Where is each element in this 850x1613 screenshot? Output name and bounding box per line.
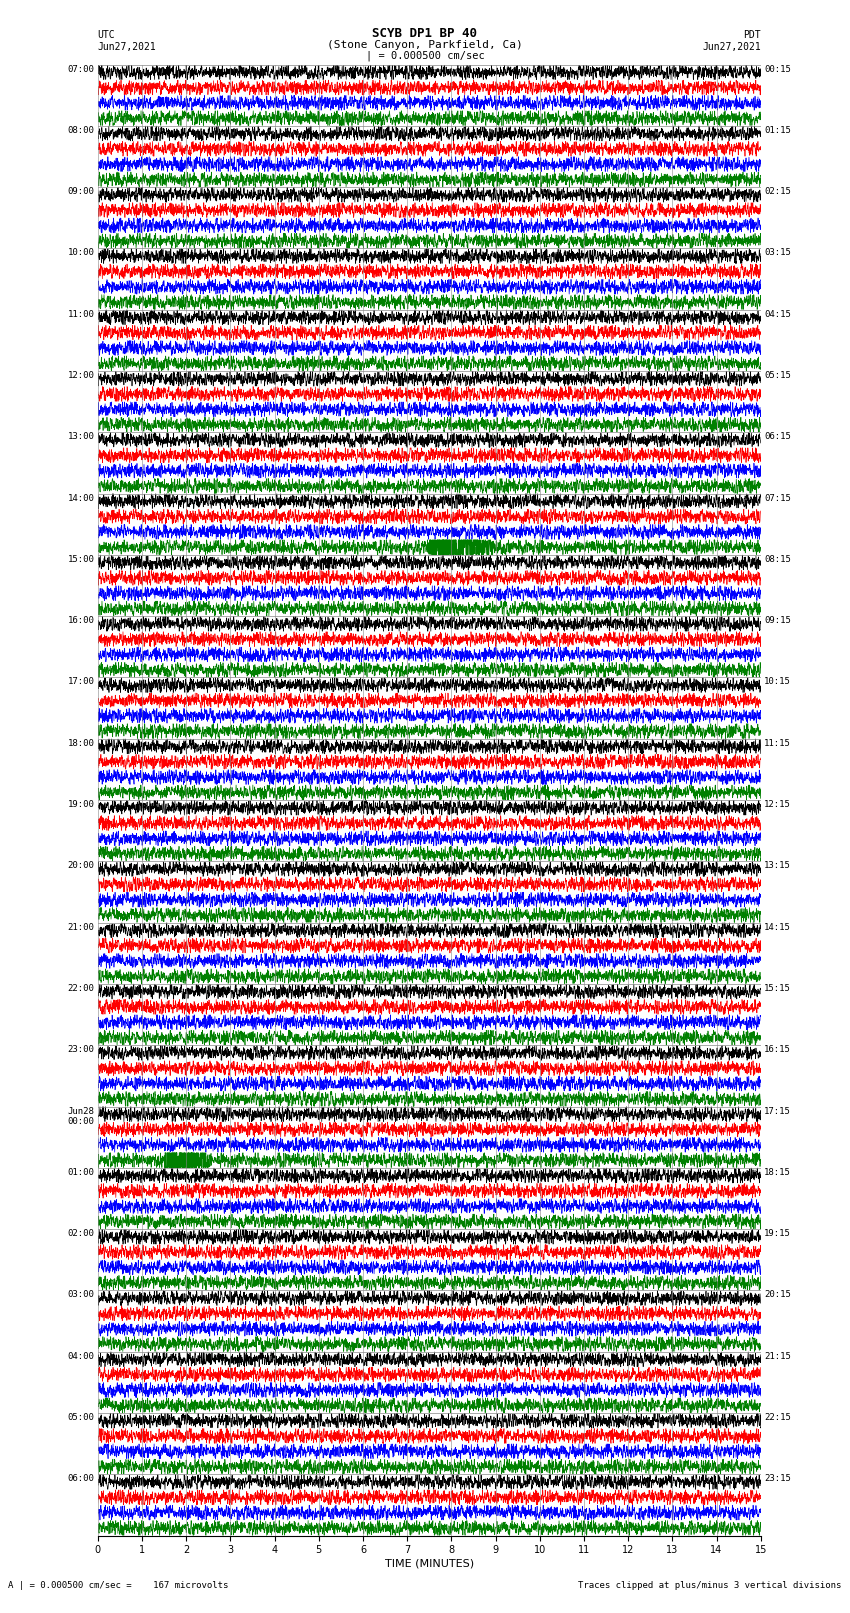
Text: 06:00: 06:00 <box>67 1474 94 1484</box>
Text: 22:00: 22:00 <box>67 984 94 994</box>
Text: 10:15: 10:15 <box>764 677 791 687</box>
Text: 07:15: 07:15 <box>764 494 791 503</box>
Text: 15:15: 15:15 <box>764 984 791 994</box>
Text: 03:00: 03:00 <box>67 1290 94 1300</box>
Text: 12:00: 12:00 <box>67 371 94 381</box>
Text: 16:15: 16:15 <box>764 1045 791 1055</box>
Text: 09:15: 09:15 <box>764 616 791 626</box>
Text: 17:15: 17:15 <box>764 1107 791 1116</box>
Text: 02:15: 02:15 <box>764 187 791 197</box>
Text: 08:00: 08:00 <box>67 126 94 135</box>
Text: 07:00: 07:00 <box>67 65 94 74</box>
Text: 13:00: 13:00 <box>67 432 94 442</box>
Text: 17:00: 17:00 <box>67 677 94 687</box>
Text: 11:00: 11:00 <box>67 310 94 319</box>
Text: 19:00: 19:00 <box>67 800 94 810</box>
Text: 01:00: 01:00 <box>67 1168 94 1177</box>
Text: 05:15: 05:15 <box>764 371 791 381</box>
Text: 08:15: 08:15 <box>764 555 791 565</box>
Text: 18:15: 18:15 <box>764 1168 791 1177</box>
Text: 20:00: 20:00 <box>67 861 94 871</box>
Text: 15:00: 15:00 <box>67 555 94 565</box>
Text: 19:15: 19:15 <box>764 1229 791 1239</box>
Text: 00:15: 00:15 <box>764 65 791 74</box>
Text: Jun27,2021: Jun27,2021 <box>98 42 156 52</box>
Text: A | = 0.000500 cm/sec =    167 microvolts: A | = 0.000500 cm/sec = 167 microvolts <box>8 1581 229 1590</box>
Text: 14:15: 14:15 <box>764 923 791 932</box>
Text: 09:00: 09:00 <box>67 187 94 197</box>
Text: 21:00: 21:00 <box>67 923 94 932</box>
Text: UTC: UTC <box>98 29 116 39</box>
X-axis label: TIME (MINUTES): TIME (MINUTES) <box>385 1558 473 1568</box>
Text: Jun27,2021: Jun27,2021 <box>702 42 761 52</box>
Text: 13:15: 13:15 <box>764 861 791 871</box>
Text: 10:00: 10:00 <box>67 248 94 258</box>
Text: 23:15: 23:15 <box>764 1474 791 1484</box>
Text: | = 0.000500 cm/sec: | = 0.000500 cm/sec <box>366 50 484 61</box>
Text: Jun28
00:00: Jun28 00:00 <box>67 1107 94 1126</box>
Text: 01:15: 01:15 <box>764 126 791 135</box>
Text: SCYB DP1 BP 40: SCYB DP1 BP 40 <box>372 26 478 39</box>
Text: PDT: PDT <box>743 29 761 39</box>
Text: 14:00: 14:00 <box>67 494 94 503</box>
Text: 02:00: 02:00 <box>67 1229 94 1239</box>
Text: 03:15: 03:15 <box>764 248 791 258</box>
Text: 04:00: 04:00 <box>67 1352 94 1361</box>
Text: (Stone Canyon, Parkfield, Ca): (Stone Canyon, Parkfield, Ca) <box>327 40 523 50</box>
Text: 23:00: 23:00 <box>67 1045 94 1055</box>
Text: 22:15: 22:15 <box>764 1413 791 1423</box>
Text: 11:15: 11:15 <box>764 739 791 748</box>
Text: 16:00: 16:00 <box>67 616 94 626</box>
Text: Traces clipped at plus/minus 3 vertical divisions: Traces clipped at plus/minus 3 vertical … <box>578 1581 842 1590</box>
Text: 18:00: 18:00 <box>67 739 94 748</box>
Text: 05:00: 05:00 <box>67 1413 94 1423</box>
Text: 20:15: 20:15 <box>764 1290 791 1300</box>
Text: 04:15: 04:15 <box>764 310 791 319</box>
Text: 06:15: 06:15 <box>764 432 791 442</box>
Text: 12:15: 12:15 <box>764 800 791 810</box>
Text: 21:15: 21:15 <box>764 1352 791 1361</box>
